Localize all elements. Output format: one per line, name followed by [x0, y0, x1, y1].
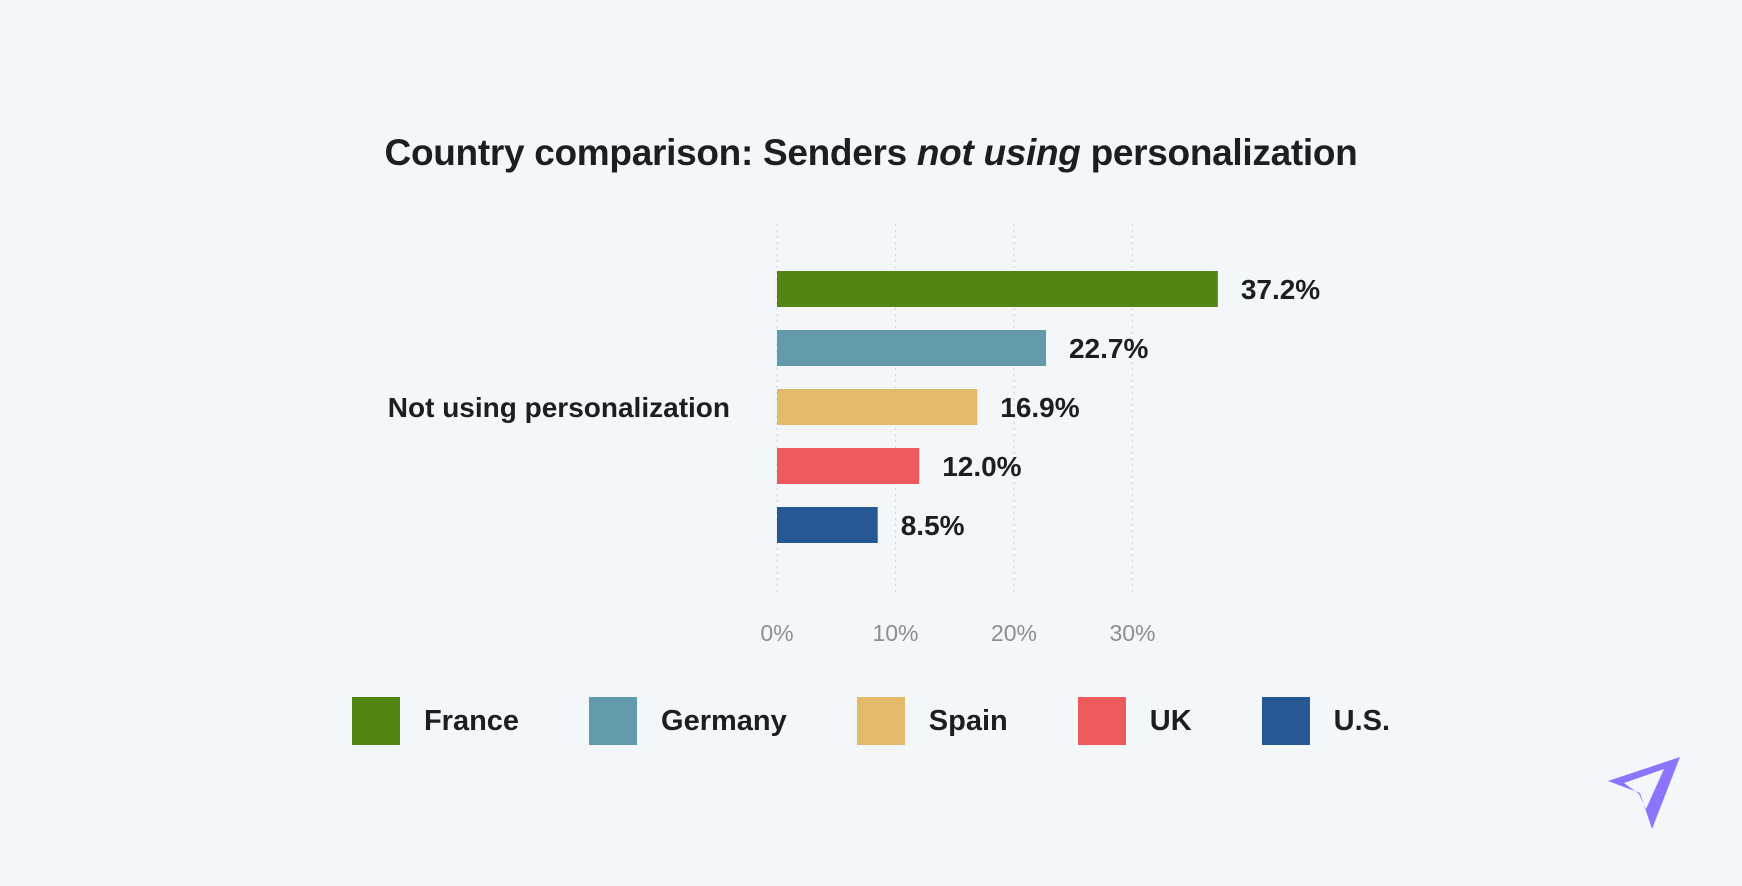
x-tick-label: 0%	[760, 620, 793, 646]
x-tick-label: 30%	[1109, 620, 1155, 646]
title-part-1: Country comparison: Senders	[384, 132, 917, 173]
title-emphasis: not using	[916, 132, 1081, 173]
legend: France Germany Spain UK U.S.	[0, 697, 1742, 745]
data-label: 8.5%	[901, 510, 965, 541]
legend-label: Germany	[661, 704, 787, 737]
bar-chart: 37.2% 22.7% 16.9% 12.0% 8.5% 0% 10% 20% 30% Not…	[388, 224, 1321, 646]
data-labels: 37.2% 22.7% 16.9% 12.0% 8.5%	[901, 274, 1321, 541]
data-label: 37.2%	[1241, 274, 1320, 305]
legend-swatch	[589, 697, 638, 745]
legend-label: UK	[1149, 704, 1192, 737]
legend-label: U.S.	[1333, 704, 1391, 737]
legend-swatch	[1261, 697, 1310, 745]
data-label: 22.7%	[1069, 333, 1148, 364]
category-label: Not using personalization	[388, 392, 730, 423]
bar-germany	[777, 330, 1046, 366]
chart-title: Country comparison: Senders not using pe…	[0, 132, 1742, 174]
x-tick-label: 10%	[872, 620, 918, 646]
legend-item: France	[351, 697, 520, 745]
title-part-2: personalization	[1080, 132, 1358, 173]
bar-spain	[777, 389, 978, 425]
bars	[777, 271, 1218, 543]
bar-france	[777, 271, 1218, 307]
legend-item: UK	[1077, 697, 1192, 745]
data-label: 16.9%	[1000, 392, 1079, 423]
legend-swatch	[856, 697, 905, 745]
x-tick-label: 20%	[991, 620, 1037, 646]
bar-uk	[777, 448, 920, 484]
legend-label: Spain	[928, 704, 1008, 737]
legend-label: France	[423, 704, 520, 737]
legend-swatch	[1077, 697, 1126, 745]
bar-u-s	[777, 507, 878, 543]
x-axis-ticks: 0% 10% 20% 30%	[760, 620, 1155, 646]
data-label: 12.0%	[942, 451, 1021, 482]
legend-swatch	[351, 697, 400, 745]
legend-item: Spain	[856, 697, 1008, 745]
paper-plane-icon	[1608, 757, 1680, 829]
legend-item: Germany	[589, 697, 787, 745]
legend-item: U.S.	[1261, 697, 1391, 745]
